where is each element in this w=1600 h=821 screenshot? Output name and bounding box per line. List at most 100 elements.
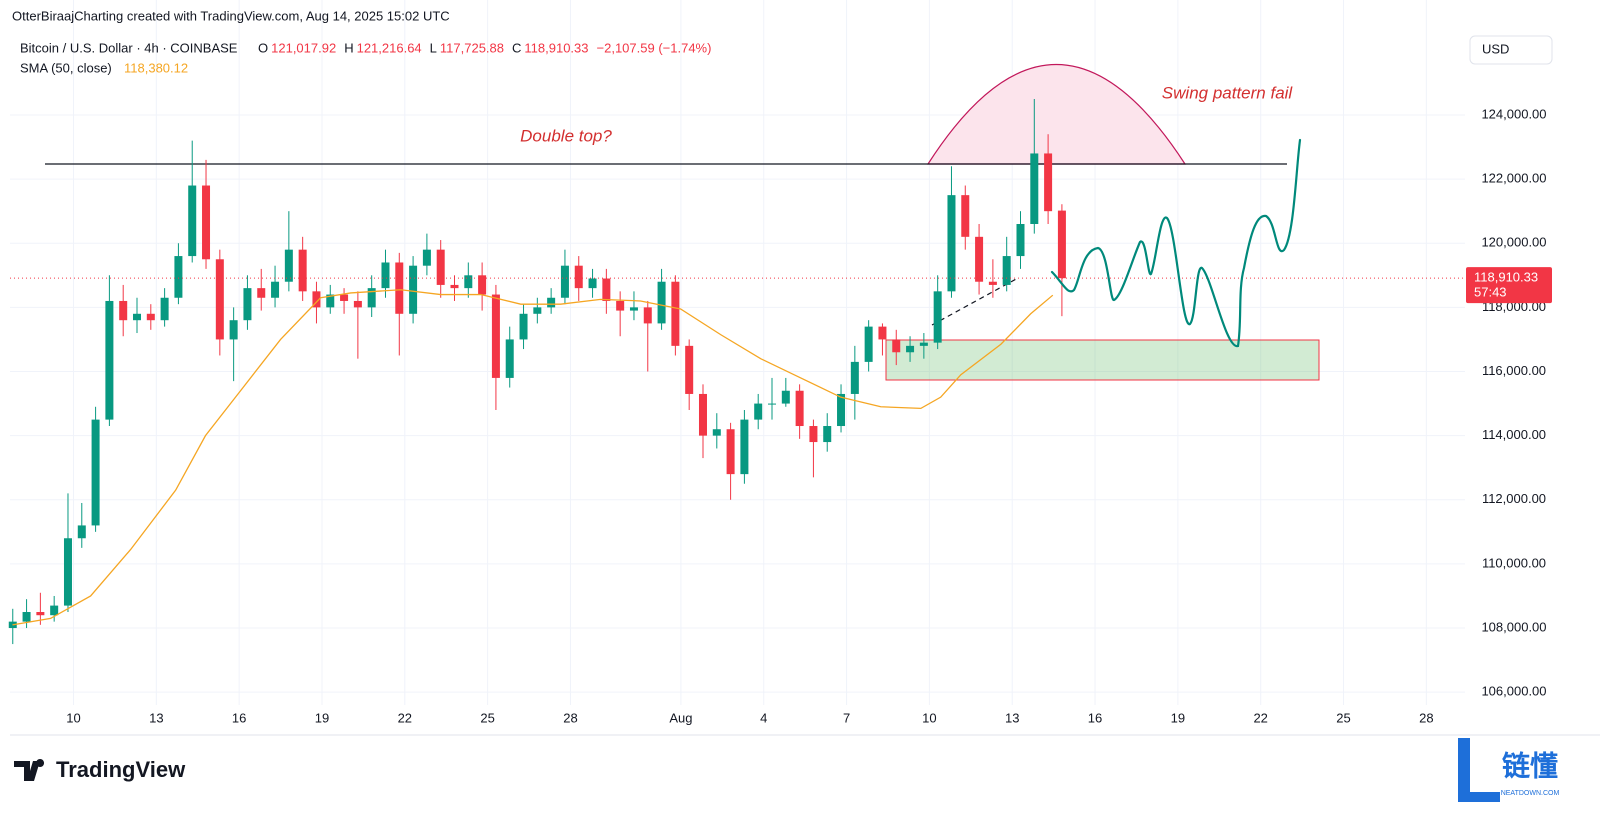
- currency: USD: [1482, 41, 1509, 56]
- change: −2,107.59 (−1.74%): [597, 40, 712, 55]
- candle-body: [77, 525, 86, 539]
- ohlc-key: O: [258, 40, 268, 55]
- candle-body: [726, 429, 735, 475]
- candle-body: [712, 429, 721, 436]
- candle-body: [174, 256, 183, 298]
- grid: [10, 0, 1465, 705]
- candle-body: [298, 249, 307, 292]
- brand-icon: [14, 759, 45, 781]
- candle-body: [892, 339, 901, 353]
- sma-line: [12, 289, 1054, 626]
- candle-body: [947, 195, 956, 292]
- x-tick-label: 28: [563, 710, 577, 725]
- candle-body: [63, 538, 72, 606]
- x-tick-label: 25: [1336, 710, 1350, 725]
- candle-body: [381, 262, 390, 289]
- last-price-label: 118,910.33: [1474, 270, 1538, 285]
- candle-body: [878, 326, 887, 340]
- candle-body: [698, 393, 707, 436]
- candle-body: [119, 300, 128, 321]
- y-tick-label: 106,000.00: [1481, 684, 1546, 699]
- ohlc-value: 121,017.92: [271, 40, 336, 55]
- candle-body: [478, 275, 487, 295]
- candle-body: [740, 419, 749, 475]
- watermark-icon: [1458, 738, 1500, 802]
- trend-line: [931, 277, 1019, 326]
- candle-body: [271, 281, 280, 298]
- candle-body: [409, 265, 418, 314]
- candle-body: [795, 390, 804, 427]
- plot: [8, 98, 1465, 645]
- candle-body: [91, 419, 100, 526]
- y-tick-label: 122,000.00: [1481, 171, 1546, 186]
- candle-body: [837, 393, 846, 427]
- watermark: 链懂 NEATDOWN.COM: [1458, 738, 1559, 802]
- candle-body: [50, 605, 59, 616]
- candle-body: [202, 185, 211, 260]
- ohlc-key: L: [430, 40, 437, 55]
- x-tick-label: 25: [480, 710, 494, 725]
- candle-body: [340, 294, 349, 301]
- candle-body: [243, 288, 252, 321]
- candle-body: [629, 307, 638, 311]
- candle-body: [215, 259, 224, 340]
- candle-body: [657, 281, 666, 324]
- candle-body: [326, 294, 335, 308]
- candle-body: [353, 300, 362, 308]
- candle-body: [643, 307, 652, 324]
- y-tick-label: 112,000.00: [1482, 491, 1546, 506]
- ohlc-value: 121,216.64: [357, 40, 422, 55]
- x-tick-label: 19: [1171, 710, 1185, 725]
- brand: TradingView: [56, 757, 186, 782]
- candle-body: [588, 278, 597, 289]
- ohlc-value: 118,910.33: [524, 40, 588, 55]
- candle-body: [146, 313, 155, 321]
- countdown: 57:43: [1474, 285, 1507, 300]
- candle-body: [809, 426, 818, 443]
- candle-body: [133, 313, 142, 321]
- y-tick-label: 114,000.00: [1482, 427, 1546, 442]
- indicator: SMA (50, close): [20, 60, 112, 75]
- indicator-value: 118,380.12: [124, 60, 188, 75]
- candle-body: [602, 278, 611, 301]
- candle-body: [671, 281, 680, 346]
- candle-body: [1002, 256, 1011, 285]
- candle-body: [560, 265, 569, 298]
- candle-body: [491, 294, 500, 378]
- y-tick-label: 116,000.00: [1482, 363, 1546, 378]
- x-tick-label: 28: [1419, 710, 1433, 725]
- ohlc-key: H: [344, 40, 353, 55]
- arc-drawing: [926, 64, 1187, 165]
- candle-body: [906, 345, 915, 353]
- candle-body: [312, 291, 321, 308]
- candle-body: [22, 612, 31, 622]
- x-tick-label: 10: [66, 710, 80, 725]
- symbol: Bitcoin / U.S. Dollar · 4h · COINBASE: [20, 40, 238, 55]
- candle-body: [823, 426, 832, 443]
- currency-box[interactable]: [1469, 35, 1553, 65]
- candle-body: [975, 236, 984, 282]
- candle-body: [1030, 153, 1039, 225]
- annotation: Swing pattern fail: [1162, 83, 1294, 102]
- x-tick-label: 22: [1253, 710, 1267, 725]
- x-tick-label: 22: [398, 710, 412, 725]
- x-tick-label: 16: [232, 710, 246, 725]
- candle-body: [450, 284, 459, 289]
- candle-body: [919, 342, 928, 346]
- candle-body: [1057, 210, 1066, 279]
- candle-body: [1044, 153, 1053, 212]
- candle-body: [395, 262, 404, 314]
- x-tick-label: 13: [1005, 710, 1019, 725]
- x-tick-label: 16: [1088, 710, 1102, 725]
- candle-body: [850, 361, 859, 394]
- candle-body: [547, 297, 556, 308]
- y-tick-label: 120,000.00: [1481, 235, 1546, 250]
- y-tick-label: 108,000.00: [1481, 619, 1546, 634]
- candle-body: [574, 265, 583, 289]
- candle-body: [988, 281, 997, 285]
- x-tick-label: 19: [315, 710, 329, 725]
- ohlc-key: C: [512, 40, 521, 55]
- candle-body: [105, 300, 114, 420]
- x-tick-label: 13: [149, 710, 163, 725]
